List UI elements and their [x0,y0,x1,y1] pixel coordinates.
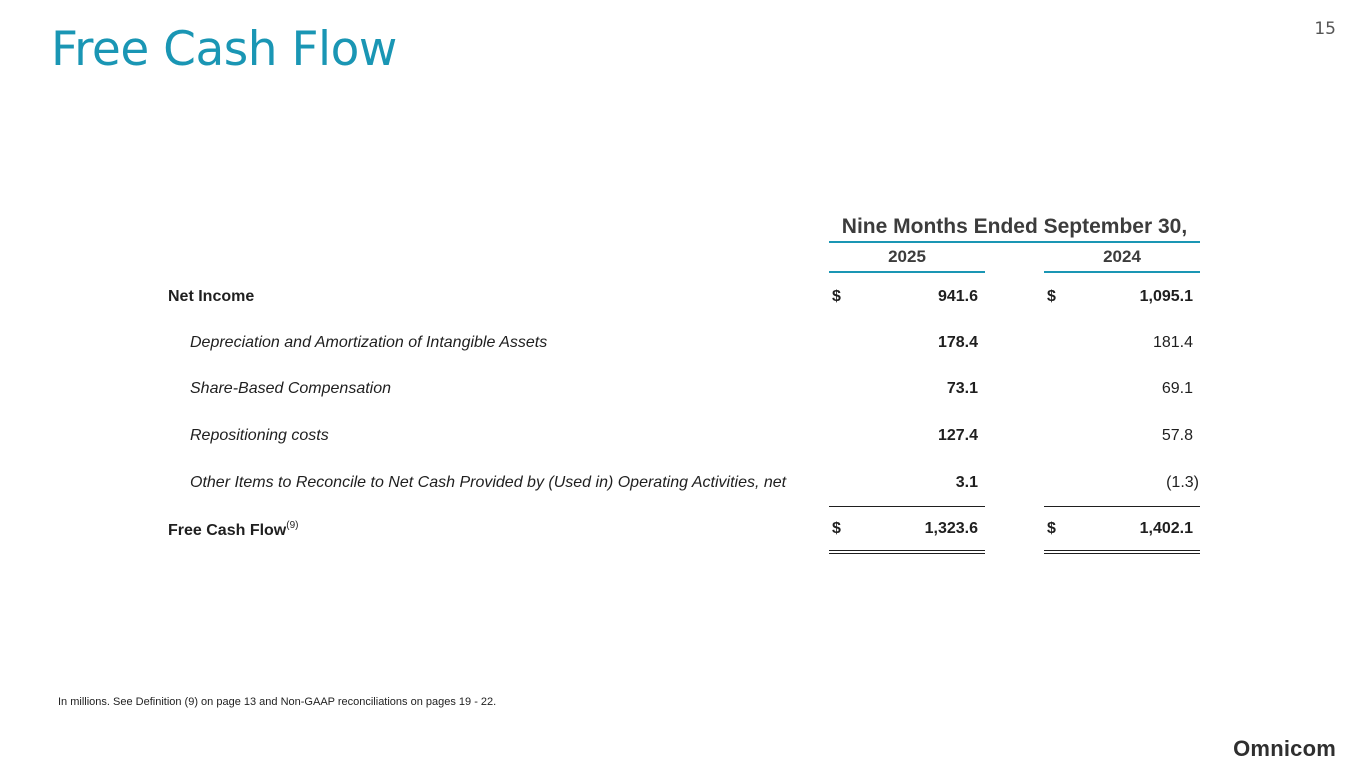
subtotal-rule-2025 [829,506,985,507]
page-title: Free Cash Flow [51,22,397,77]
value-2024: 57.8 [1161,427,1193,444]
currency-symbol: $ [1047,520,1056,537]
row-label: Net Income [168,288,255,305]
page-number: 15 [1314,19,1336,39]
table-row-share-based-comp: Share-Based Compensation 73.1 69.1 [0,380,1365,404]
footnote: In millions. See Definition (9) on page … [58,696,497,708]
total-value-2025: 1,323.6 [924,520,978,537]
total-double-rule-2025-bottom [829,553,985,554]
row-label: Share-Based Compensation [190,380,392,397]
footnote-ref: (9) [286,520,299,531]
currency-symbol: $ [832,520,841,537]
value-2025: 73.1 [946,380,978,397]
value-2025: 127.4 [937,427,978,444]
year-header-2025: 2025 [829,247,985,273]
row-label: Depreciation and Amortization of Intangi… [190,334,548,351]
total-double-rule-2024-top [1044,550,1200,551]
value-2025: 941.6 [937,288,978,305]
table-row-other-items: Other Items to Reconcile to Net Cash Pro… [0,474,1365,498]
value-2025: 3.1 [955,474,978,491]
table-row-depreciation: Depreciation and Amortization of Intangi… [0,334,1365,358]
period-header: Nine Months Ended September 30, [829,215,1200,243]
value-2024: (1.3) [1166,474,1199,491]
total-value-2024: 1,402.1 [1139,520,1193,537]
year-header-2024: 2024 [1044,247,1200,273]
omnicom-logo: Omnicom [1233,736,1336,761]
table-row-net-income: Net Income $ 941.6 $ 1,095.1 [0,288,1365,312]
subtotal-rule-2024 [1044,506,1200,507]
table-row-repositioning-costs: Repositioning costs 127.4 57.8 [0,427,1365,451]
currency-symbol: $ [832,288,841,305]
table-row-free-cash-flow-total: Free Cash Flow(9) $ 1,323.6 $ 1,402.1 [0,520,1365,544]
total-label: Free Cash Flow(9) [168,520,298,540]
total-double-rule-2024-bottom [1044,553,1200,554]
row-label: Other Items to Reconcile to Net Cash Pro… [190,474,787,491]
row-label: Repositioning costs [190,427,329,444]
total-double-rule-2025-top [829,550,985,551]
currency-symbol: $ [1047,288,1056,305]
total-label-text: Free Cash Flow [168,522,287,539]
value-2025: 178.4 [937,334,978,351]
value-2024: 1,095.1 [1139,288,1193,305]
value-2024: 69.1 [1161,380,1193,397]
value-2024: 181.4 [1152,334,1193,351]
